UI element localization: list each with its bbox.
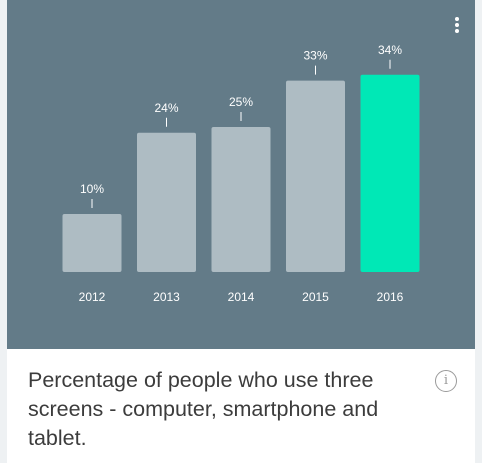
bar-chart: 10% 2012 24% 2013 25% 2014 33% 2015 34% 2016 <box>62 43 420 304</box>
chart-card: 10% 2012 24% 2013 25% 2014 33% 2015 34% 2016 Perc… <box>7 0 475 463</box>
x-tick-label: 2012 <box>79 290 106 304</box>
menu-dot <box>455 29 459 33</box>
info-icon: i <box>443 373 449 388</box>
data-label: 10% <box>80 182 104 196</box>
data-label: 24% <box>154 101 178 115</box>
menu-dot <box>455 23 459 27</box>
info-button[interactable]: i <box>435 370 457 392</box>
x-tick-label: 2014 <box>228 290 255 304</box>
bar-2012 <box>62 214 122 272</box>
chart-title: Percentage of people who use three scree… <box>28 368 379 450</box>
data-label: 33% <box>303 49 327 63</box>
x-tick-label: 2016 <box>377 290 404 304</box>
bar-2014 <box>211 127 271 272</box>
data-label: 34% <box>378 43 402 57</box>
menu-dot <box>455 17 459 21</box>
x-tick-label: 2015 <box>302 290 329 304</box>
bar-2015 <box>286 80 345 272</box>
x-tick-label: 2013 <box>153 290 180 304</box>
data-label: 25% <box>229 95 253 109</box>
bar-2016 <box>360 74 420 272</box>
chart-area: 10% 2012 24% 2013 25% 2014 33% 2015 34% 2016 <box>7 0 475 349</box>
more-options-button[interactable] <box>447 14 467 36</box>
bar-2013 <box>137 132 196 272</box>
